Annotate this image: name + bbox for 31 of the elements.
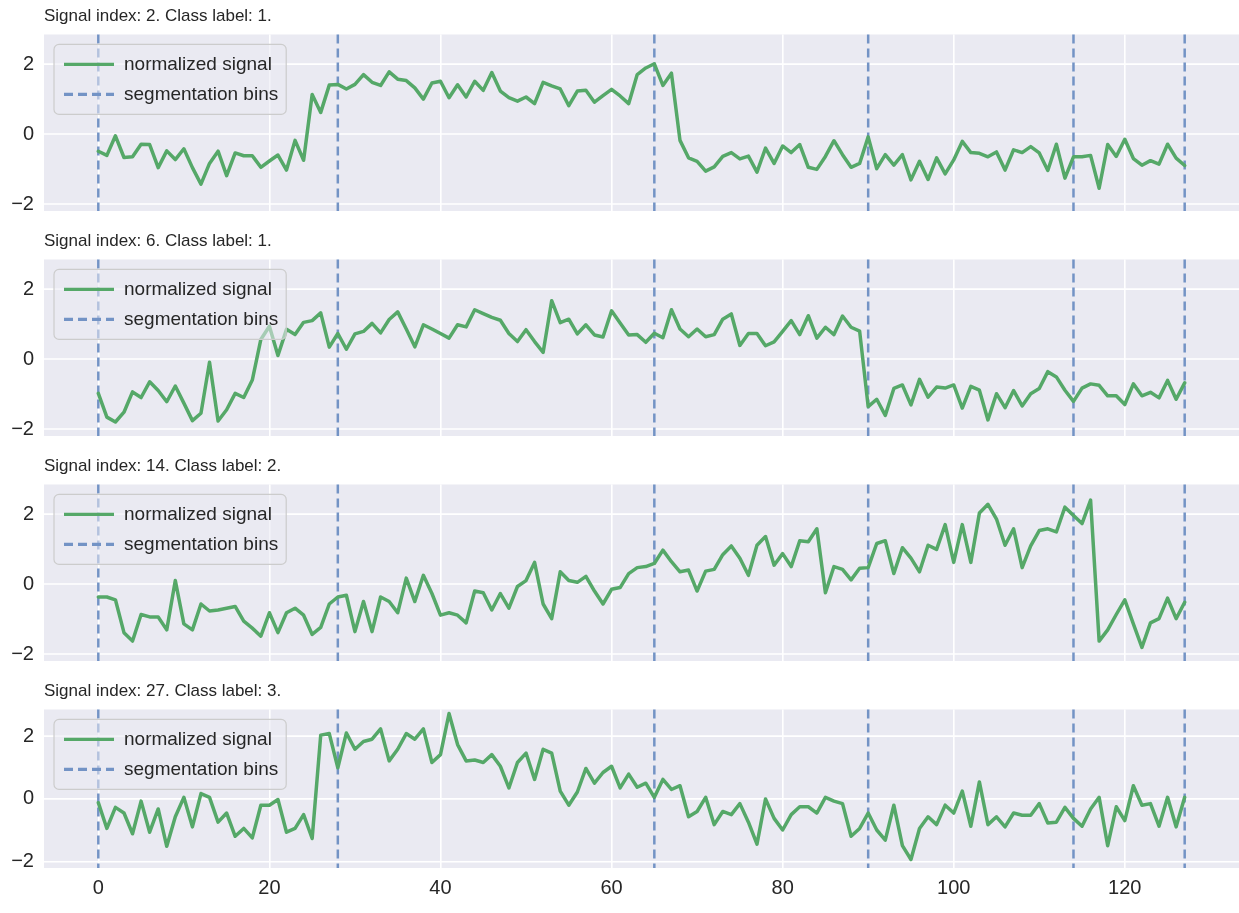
- x-tick-label: 20: [258, 875, 281, 898]
- y-tick-label: 0: [22, 346, 34, 369]
- legend-label: normalized signal: [124, 52, 272, 74]
- x-tick-label: 40: [429, 875, 452, 898]
- y-tick-label: 2: [22, 723, 34, 746]
- y-tick-label: −2: [11, 416, 34, 439]
- ref-line-label: segmentation bins: [124, 532, 279, 554]
- ref-line-label: segmentation bins: [124, 757, 279, 779]
- y-tick-label: 2: [22, 501, 34, 524]
- y-tick-label: −2: [11, 849, 34, 872]
- legend-label: normalized signal: [124, 502, 272, 524]
- y-tick-label: −2: [11, 191, 34, 214]
- chart-title: Signal index: 27. Class label: 3.: [44, 680, 282, 700]
- x-tick-label: 120: [1108, 875, 1142, 898]
- x-tick-label: 0: [92, 875, 104, 898]
- y-tick-label: 0: [22, 121, 34, 144]
- chart-title: Signal index: 6. Class label: 1.: [44, 230, 272, 250]
- ref-line-label: segmentation bins: [124, 307, 279, 329]
- y-tick-label: 0: [22, 786, 34, 809]
- legend-label: normalized signal: [124, 277, 272, 299]
- chart-title: Signal index: 2. Class label: 1.: [44, 5, 272, 25]
- ref-line-label: segmentation bins: [124, 82, 279, 104]
- y-tick-label: 2: [22, 276, 34, 299]
- chart-title: Signal index: 14. Class label: 2.: [44, 455, 282, 475]
- x-tick-label: 80: [771, 875, 794, 898]
- y-tick-label: 0: [22, 571, 34, 594]
- legend-label: normalized signal: [124, 727, 272, 749]
- y-tick-label: 2: [22, 51, 34, 74]
- x-tick-label: 60: [600, 875, 623, 898]
- x-tick-label: 100: [937, 875, 971, 898]
- y-tick-label: −2: [11, 641, 34, 664]
